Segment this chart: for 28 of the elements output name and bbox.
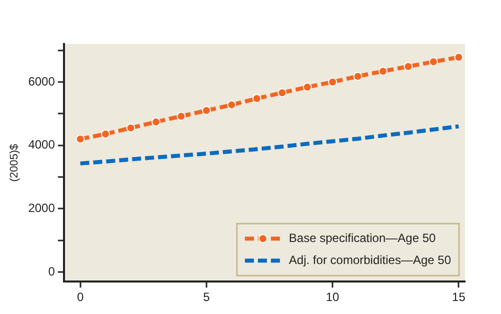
point [76, 134, 85, 144]
x-tick-label: 15 [452, 290, 466, 304]
point [404, 62, 413, 71]
point [428, 57, 438, 66]
point [454, 52, 464, 62]
point [328, 78, 338, 87]
legend-label: Base specification—Age 50 [288, 230, 436, 245]
line-series [78, 124, 461, 166]
y-tick-label: 4000 [28, 138, 56, 152]
point [278, 88, 287, 98]
y-tick-label: 2000 [28, 201, 56, 216]
point [252, 94, 262, 103]
legend-label: Adj. for comorbidities—Age 50 [288, 252, 452, 267]
point [378, 66, 388, 76]
point [126, 123, 136, 132]
x-tick-label: 5 [203, 290, 210, 304]
point [176, 112, 186, 121]
x-tick-label: 0 [76, 290, 84, 304]
y-tick-label: 6000 [28, 74, 56, 88]
point [353, 72, 362, 81]
point [151, 117, 160, 126]
point [101, 129, 110, 138]
point [202, 106, 211, 116]
y-axis-title: (2005)$ [8, 144, 21, 182]
point [302, 82, 312, 92]
x-tick-label: 10 [326, 290, 340, 304]
point [227, 100, 236, 110]
y-tick-label: 0 [48, 264, 56, 278]
